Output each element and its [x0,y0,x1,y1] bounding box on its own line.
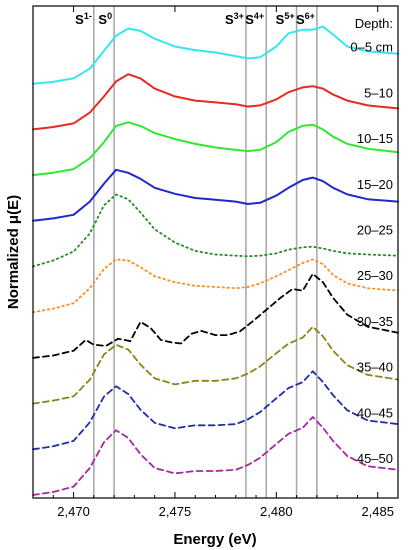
reference-label-1: S0 [98,11,112,27]
x-tick-label-3: 2,485 [361,504,394,519]
series-line-4 [32,193,399,268]
legend: Depth: 0–5 cm 5–10 10–15 15–20 20–25 25–30 30–… [350,16,393,466]
reference-label-2: S3+ [225,11,244,27]
legend-label-5: 25–30 [357,268,393,283]
legend-label-8: 40–45 [357,405,393,420]
x-tick-label-0: 2,470 [57,504,90,519]
series-line-0 [32,25,399,85]
series-line-1 [32,73,399,131]
legend-title: Depth: [355,16,393,31]
reference-label-0: S1- [75,11,92,27]
x-tick-label-2: 2,480 [260,504,293,519]
legend-label-9: 45–50 [357,451,393,466]
series-layer [32,25,399,496]
legend-label-7: 35–40 [357,360,393,375]
reference-label-4: S5+ [276,11,295,27]
x-tick-label-1: 2,475 [159,504,192,519]
series-line-3 [32,168,399,222]
legend-label-4: 20–25 [357,223,393,238]
series-line-9 [32,416,399,496]
reference-labels: S1- S0 S3+ S4+ S5+ S6+ [75,11,315,27]
series-line-7 [32,325,399,405]
series-line-5 [32,258,399,314]
reference-label-5: S6+ [296,11,315,27]
series-line-6 [32,273,399,359]
x-axis: 2,470 2,475 2,480 2,485 [32,6,399,519]
legend-label-2: 10–15 [357,131,393,146]
series-line-2 [32,121,399,177]
legend-label-3: 15–20 [357,177,393,192]
reference-label-3: S4+ [245,11,264,27]
legend-label-0: 0–5 cm [350,40,393,55]
series-line-8 [32,370,399,451]
legend-label-6: 30–35 [357,314,393,329]
y-axis-label: Normalized μ(E) [5,195,22,309]
x-axis-label: Energy (eV) [173,531,256,548]
legend-label-1: 5–10 [364,85,393,100]
